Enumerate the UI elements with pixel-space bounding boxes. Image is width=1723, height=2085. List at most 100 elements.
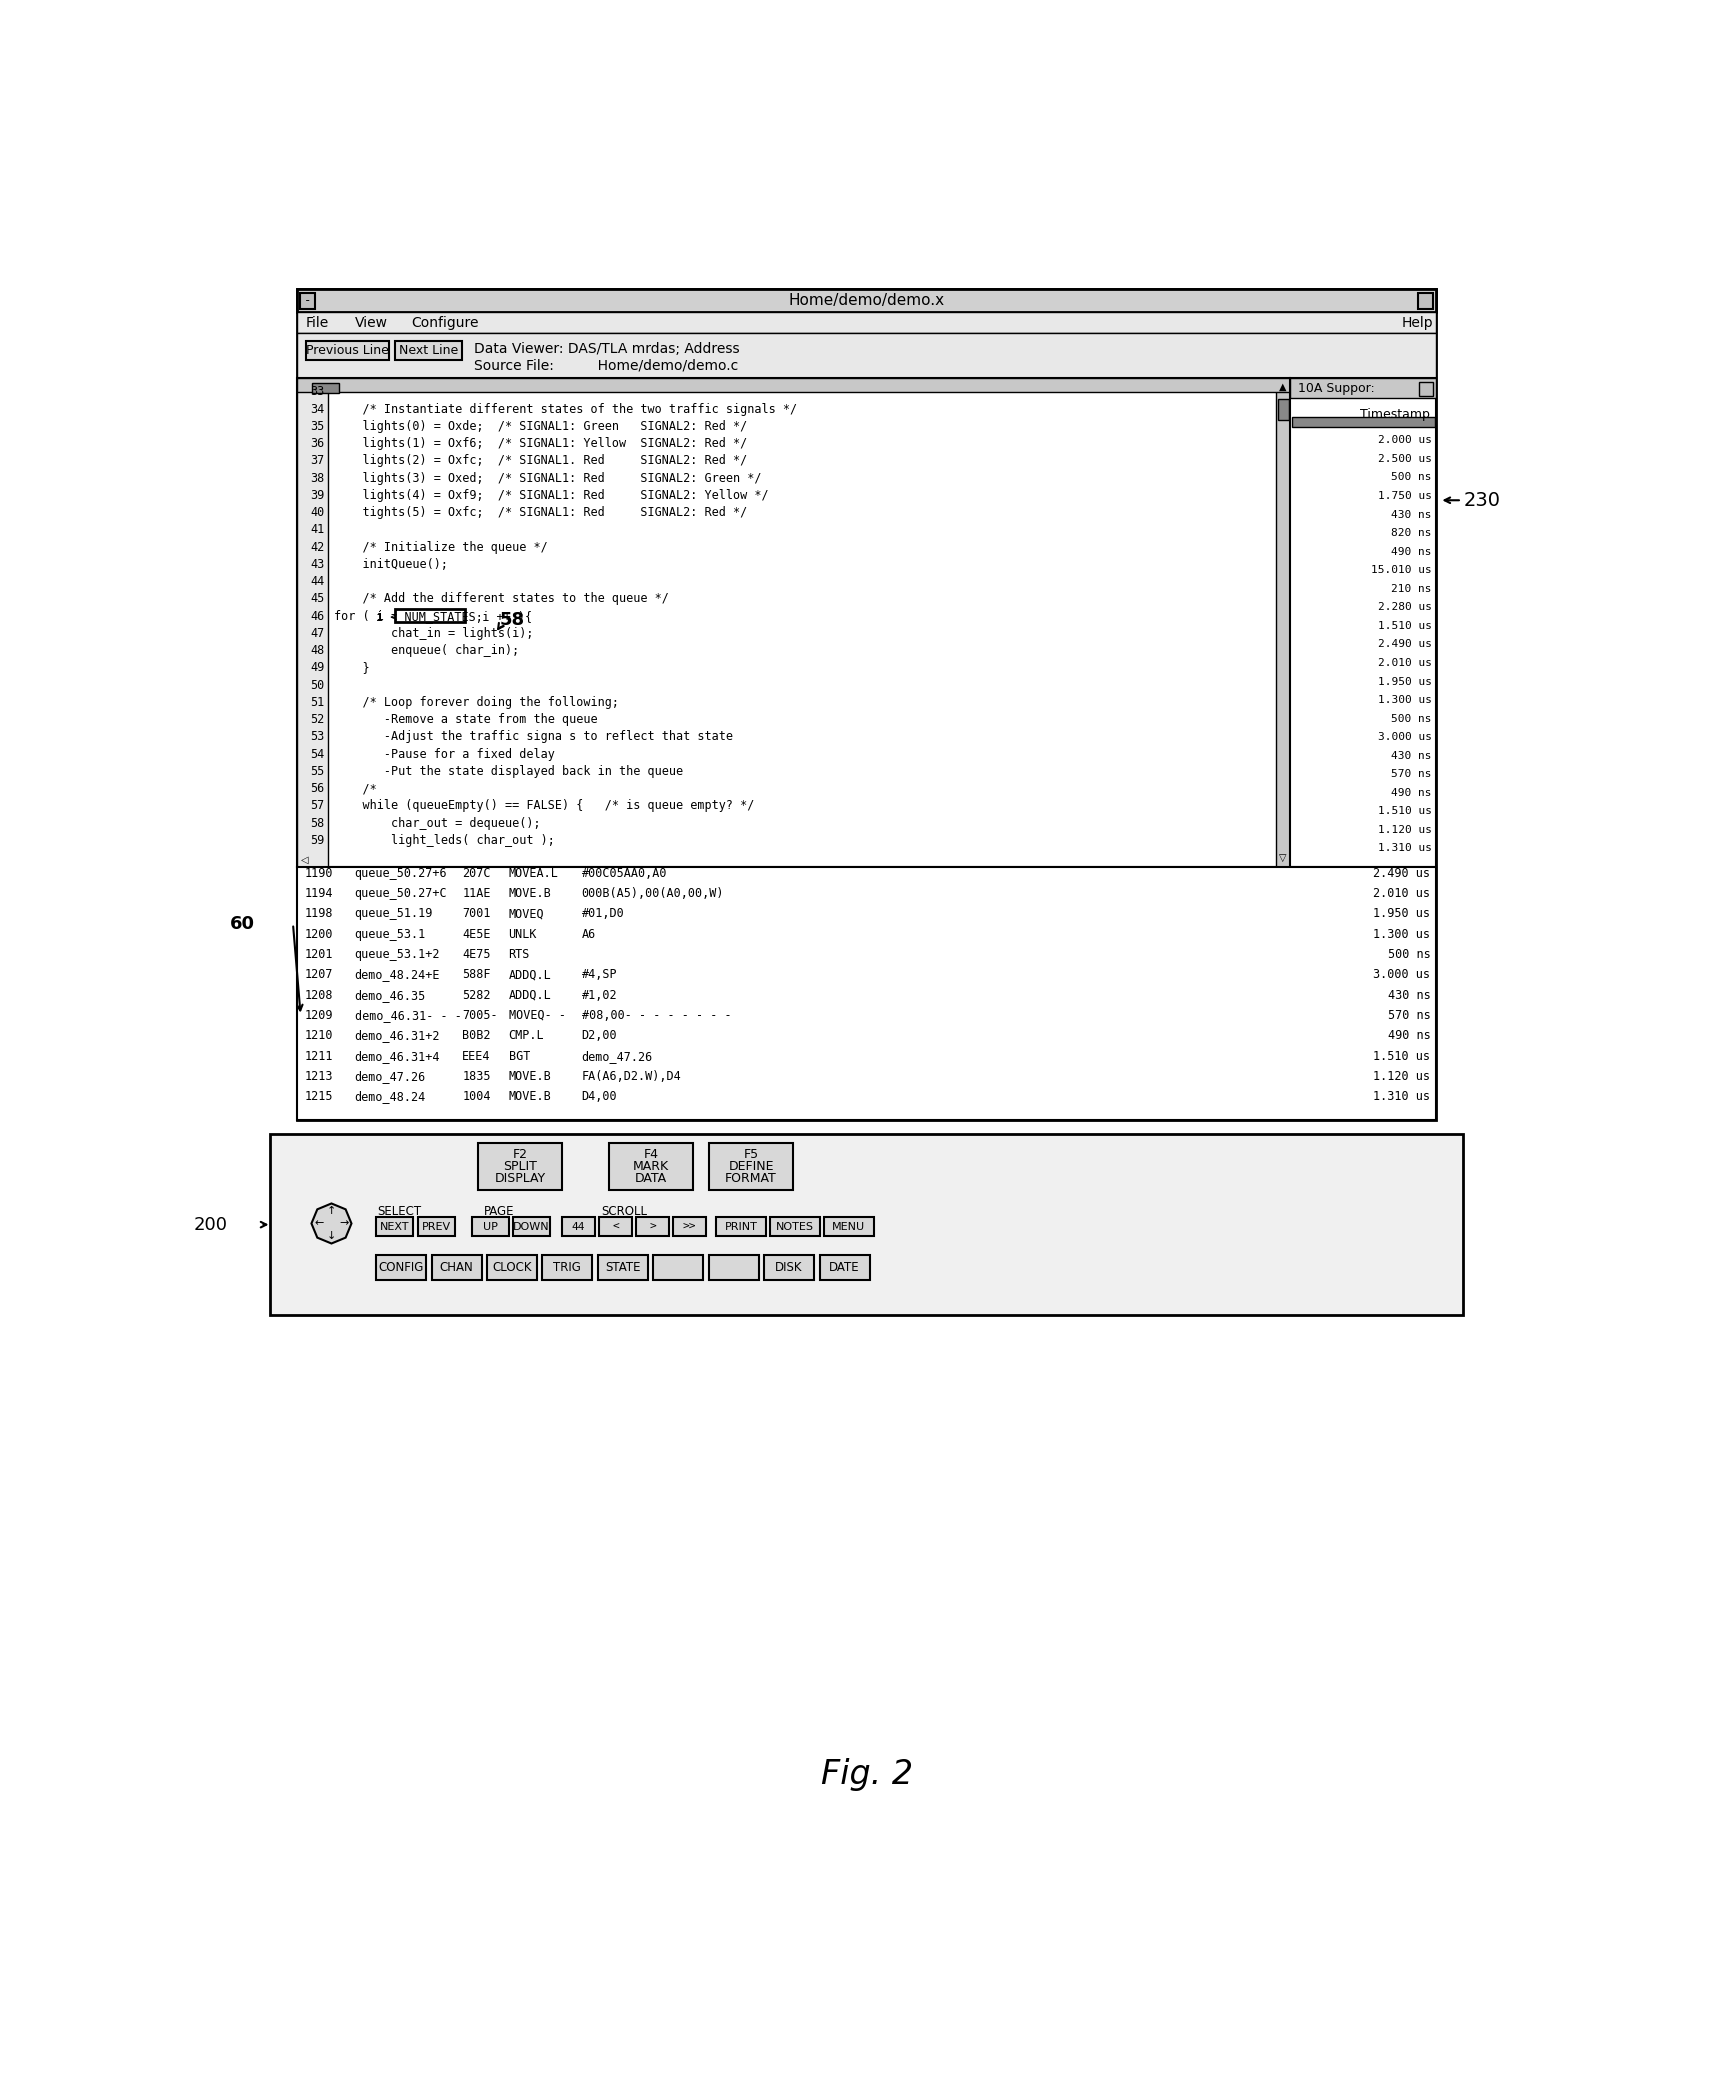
Text: queue_50.27+C: queue_50.27+C [355,886,446,901]
Text: 4E75: 4E75 [462,949,491,961]
Text: 38: 38 [310,471,324,484]
Polygon shape [312,1203,351,1243]
Bar [472,1218,508,1236]
Text: 430 ns: 430 ns [1387,988,1430,1001]
Text: 200: 200 [193,1216,227,1234]
Bar [417,1218,455,1236]
Text: 1.510 us: 1.510 us [1377,621,1432,632]
Text: 60: 60 [229,915,255,932]
Text: lights(1) = Oxf6;  /* SIGNAL1: Yellow  SIGNAL2: Red */: lights(1) = Oxf6; /* SIGNAL1: Yellow SIG… [334,438,746,450]
Bar [296,377,327,867]
Bar [1416,294,1432,309]
Bar [1418,382,1432,396]
Text: 1.300 us: 1.300 us [1373,928,1430,940]
Text: demo_46.31- - -: demo_46.31- - - [355,1009,462,1022]
Text: char_out = dequeue();: char_out = dequeue(); [334,817,539,830]
Text: Next Line: Next Line [398,344,458,357]
Text: #00C05AA0,A0: #00C05AA0,A0 [581,867,667,880]
Bar [300,294,315,309]
Text: 40: 40 [310,507,324,519]
Text: BGT: BGT [508,1049,529,1063]
Text: D4,00: D4,00 [581,1090,617,1103]
Bar [1275,377,1289,867]
Text: UP: UP [482,1222,498,1232]
Text: 58: 58 [310,817,324,830]
Text: >>: >> [682,1222,696,1232]
Bar [818,1255,868,1280]
Text: DISK: DISK [775,1261,803,1274]
Text: /* Instantiate different states of the two traffic signals */: /* Instantiate different states of the t… [334,402,796,415]
Text: queue_53.1: queue_53.1 [355,928,426,940]
Text: Previous Line: Previous Line [307,344,389,357]
Text: 5282: 5282 [462,988,491,1001]
Text: -Pause for a fixed delay: -Pause for a fixed delay [334,749,555,761]
Text: TRIG: TRIG [553,1261,581,1274]
Bar [543,1255,593,1280]
Text: DATA: DATA [634,1172,667,1184]
Text: 1210: 1210 [305,1030,333,1042]
Text: 2.010 us: 2.010 us [1377,659,1432,667]
Text: STATE: STATE [605,1261,639,1274]
Text: MOVE.B: MOVE.B [508,1090,551,1103]
Bar [598,1255,648,1280]
Text: ◁: ◁ [300,855,308,865]
Text: MOVEA.L: MOVEA.L [508,867,558,880]
Text: NEXT: NEXT [379,1222,408,1232]
Text: Help: Help [1401,315,1432,329]
Bar [312,384,339,394]
Text: 500 ns: 500 ns [1390,473,1432,482]
Text: 820 ns: 820 ns [1390,528,1432,538]
Text: DISPLAY: DISPLAY [495,1172,546,1184]
Text: /* Initialize the queue */: /* Initialize the queue */ [334,540,548,555]
Text: 36: 36 [310,438,324,450]
Text: 52: 52 [310,713,324,726]
Text: demo_48.24: demo_48.24 [355,1090,426,1103]
Text: enqueue( char_in);: enqueue( char_in); [334,644,519,657]
Text: for ( i = 0;: for ( i = 0; [334,609,432,623]
Text: #08,00- - - - - - - -: #08,00- - - - - - - - [581,1009,731,1022]
Text: PREV: PREV [422,1222,450,1232]
Bar [653,1255,703,1280]
Bar [296,377,1289,867]
Text: 33: 33 [310,386,324,398]
Text: 10A Suppor:: 10A Suppor: [1297,382,1373,394]
Text: SELECT: SELECT [377,1205,420,1218]
Text: 47: 47 [310,628,324,640]
Text: 44: 44 [310,575,324,588]
Text: 207C: 207C [462,867,491,880]
Bar [376,1255,426,1280]
Bar [395,342,462,359]
Bar [296,377,1289,392]
Text: UNLK: UNLK [508,928,538,940]
Text: 45: 45 [310,592,324,605]
Text: 490 ns: 490 ns [1387,1030,1430,1042]
Text: 500 ns: 500 ns [1390,713,1432,723]
Text: lights(0) = Oxde;  /* SIGNAL1: Green   SIGNAL2: Red */: lights(0) = Oxde; /* SIGNAL1: Green SIGN… [334,419,746,434]
Text: 4E5E: 4E5E [462,928,491,940]
Text: 2.490 us: 2.490 us [1373,867,1430,880]
Text: 7005-: 7005- [462,1009,498,1022]
Text: 1.950 us: 1.950 us [1377,676,1432,686]
Text: ▽: ▽ [1278,853,1285,863]
Text: 1201: 1201 [305,949,333,961]
Text: ▲: ▲ [1278,382,1285,392]
Text: ADDQ.L: ADDQ.L [508,967,551,982]
Bar [708,1143,793,1191]
Text: 58: 58 [500,611,526,628]
Text: 000B(A5),00(A0,00,W): 000B(A5),00(A0,00,W) [581,886,724,901]
Bar [562,1218,594,1236]
Bar [307,342,389,359]
Text: 42: 42 [310,540,324,555]
Text: 1209: 1209 [305,1009,333,1022]
Text: demo_48.24+E: demo_48.24+E [355,967,439,982]
Text: File: File [307,315,329,329]
Text: CLOCK: CLOCK [491,1261,531,1274]
Text: DOWN: DOWN [513,1222,550,1232]
Text: 54: 54 [310,749,324,761]
Text: FA(A6,D2.W),D4: FA(A6,D2.W),D4 [581,1070,681,1082]
Text: demo_47.26: demo_47.26 [355,1070,426,1082]
Text: tights(5) = Oxfc;  /* SIGNAL1: Red     SIGNAL2: Red */: tights(5) = Oxfc; /* SIGNAL1: Red SIGNAL… [334,507,746,519]
Text: 3.000 us: 3.000 us [1373,967,1430,982]
Text: initQueue();: initQueue(); [334,559,448,571]
Text: Home/demo/demo.x: Home/demo/demo.x [787,292,944,309]
